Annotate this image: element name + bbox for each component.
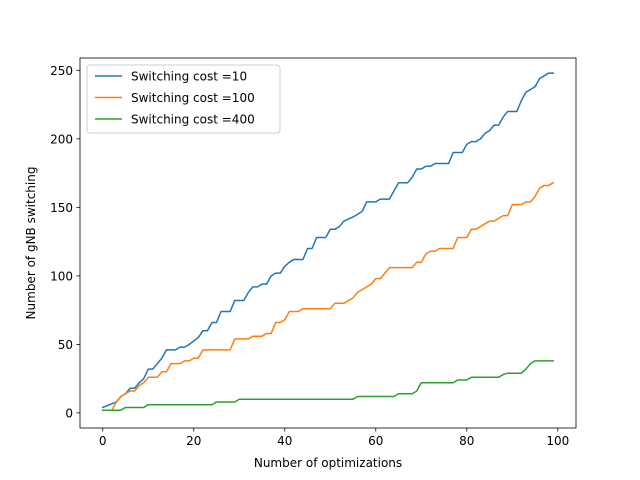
y-axis: 0 50 100 150 200 250 [50,64,80,420]
legend-box [86,64,281,134]
y-tick-label: 100 [50,269,73,283]
series-line-3 [102,360,554,411]
x-tick-label: 20 [186,434,201,448]
y-tick-label: 250 [50,64,73,78]
series-line-2 [102,181,555,411]
legend-label-3: Switching cost =400 [131,113,255,127]
x-tick-label: 40 [277,434,292,448]
plot-frame [79,57,577,429]
series-layer [101,72,555,411]
y-tick-label: 50 [58,338,73,352]
legend: Switching cost =10 Switching cost =100 Swi… [86,64,281,134]
legend-label-1: Switching cost =10 [131,70,247,84]
legend-label-2: Switching cost =100 [131,91,255,105]
y-tick-label: 0 [65,406,73,420]
x-tick-label: 80 [459,434,474,448]
x-tick-label: 100 [546,434,569,448]
x-axis-label: Number of optimizations [254,456,402,470]
series-line-1 [101,72,554,409]
y-tick-label: 200 [50,132,73,146]
x-tick-label: 0 [99,434,107,448]
y-tick-label: 150 [50,201,73,215]
y-axis-label: Number of gNB switching [24,167,38,320]
x-tick-label: 60 [368,434,383,448]
x-axis: 0 20 40 60 80 100 [99,428,569,448]
